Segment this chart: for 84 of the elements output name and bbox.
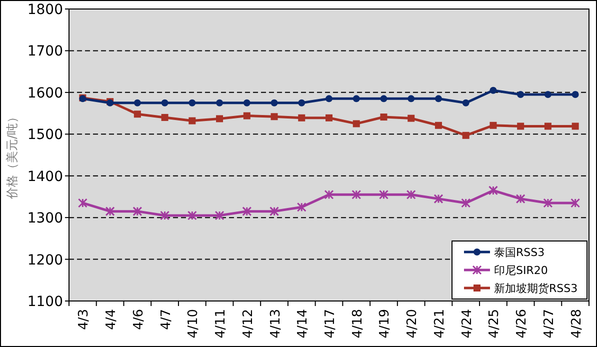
y-tick-label: 1600 [27, 85, 63, 102]
point [408, 114, 415, 122]
x-tick-label: 4/7 [158, 309, 174, 330]
point [324, 190, 334, 200]
point [270, 99, 278, 106]
point [434, 194, 444, 204]
point [270, 113, 278, 120]
x-tick-label: 4/10 [186, 309, 202, 338]
point [434, 122, 442, 129]
point [160, 210, 170, 220]
point [490, 86, 497, 94]
legend-label: 泰国RSS3 [494, 246, 545, 259]
point [188, 99, 196, 106]
x-tick-label: 4/28 [569, 309, 584, 338]
y-tick-label: 1100 [27, 294, 63, 310]
point [161, 114, 168, 121]
x-tick-label: 4/13 [268, 309, 284, 338]
point [516, 194, 526, 204]
point [380, 95, 388, 102]
point [216, 99, 224, 106]
point [517, 122, 524, 130]
point [105, 206, 115, 216]
x-tick-label: 4/24 [460, 309, 475, 338]
y-tick-label: 1700 [27, 44, 63, 60]
point [406, 190, 416, 200]
point [572, 122, 579, 130]
point [352, 95, 360, 102]
point [243, 99, 250, 106]
point [378, 190, 388, 200]
y-tick-label: 1200 [27, 252, 63, 268]
point [543, 198, 553, 208]
x-tick-label: 4/11 [214, 309, 229, 338]
legend-label: 新加坡期货RSS3 [494, 282, 578, 295]
point [380, 114, 388, 121]
point [352, 190, 362, 200]
point [242, 206, 252, 216]
point [544, 122, 552, 130]
point [488, 186, 498, 196]
x-tick-label: 4/17 [323, 309, 338, 338]
point [434, 95, 442, 102]
x-tick-label: 4/19 [378, 309, 393, 338]
point [461, 198, 471, 208]
x-tick-label: 4/6 [131, 309, 146, 330]
point [243, 112, 250, 120]
point [134, 110, 141, 118]
point [161, 99, 168, 106]
point [134, 99, 141, 106]
point [544, 91, 552, 98]
x-tick-label: 4/4 [104, 309, 120, 330]
y-axis-title: 价格（美元/吨） [5, 110, 19, 200]
point [187, 210, 197, 220]
x-tick-label: 4/18 [350, 309, 366, 338]
point [298, 114, 306, 122]
y-tick-label: 1800 [27, 2, 63, 18]
point [296, 202, 306, 212]
point [462, 132, 470, 139]
point [326, 114, 332, 122]
point [572, 91, 579, 98]
y-tick-label: 1400 [27, 168, 63, 185]
point [408, 95, 415, 102]
point [270, 206, 280, 216]
point [517, 91, 524, 98]
x-tick-label: 4/27 [542, 309, 557, 338]
x-tick-label: 4/25 [487, 309, 502, 338]
point [188, 117, 196, 124]
y-tick-label: 1300 [27, 210, 63, 227]
point [78, 198, 88, 208]
legend-label: 印尼SIR20 [494, 264, 548, 277]
point [298, 99, 306, 106]
x-tick-label: 4/3 [76, 309, 92, 330]
point [570, 198, 580, 208]
x-tick-label: 4/14 [296, 309, 311, 338]
point [216, 115, 224, 122]
x-tick-label: 4/21 [432, 309, 448, 338]
x-tick-label: 4/12 [240, 309, 256, 338]
point [352, 120, 360, 128]
point [490, 122, 497, 129]
y-tick-label: 1500 [27, 127, 63, 144]
point [462, 99, 470, 106]
point [132, 206, 142, 216]
point [214, 210, 224, 220]
point [326, 95, 332, 102]
x-tick-label: 4/26 [514, 309, 530, 338]
x-tick-label: 4/20 [405, 309, 420, 338]
